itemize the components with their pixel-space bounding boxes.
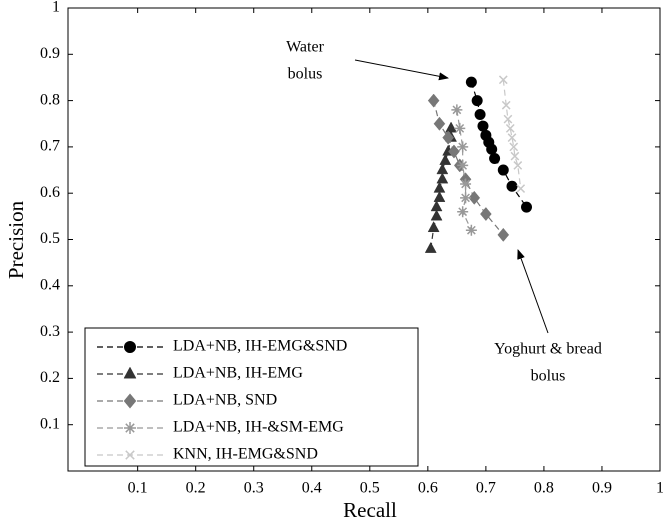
data-point bbox=[457, 159, 469, 171]
data-point bbox=[451, 104, 463, 116]
data-point bbox=[448, 144, 460, 159]
legend-label: LDA+NB, IH-EMG bbox=[173, 365, 303, 382]
legend-label: LDA+NB, SND bbox=[173, 392, 277, 409]
data-point bbox=[516, 184, 526, 193]
y-tick-label: 0.8 bbox=[40, 91, 60, 108]
y-tick-label: 0.5 bbox=[40, 230, 60, 247]
data-point bbox=[457, 206, 469, 218]
data-point bbox=[433, 190, 446, 202]
x-tick-label: 0.3 bbox=[244, 480, 264, 497]
data-point bbox=[521, 201, 533, 213]
data-point bbox=[454, 122, 466, 134]
data-point bbox=[436, 163, 449, 175]
data-point bbox=[457, 141, 469, 153]
y-axis-label: Precision bbox=[4, 200, 28, 279]
data-point bbox=[430, 209, 443, 221]
data-point bbox=[445, 121, 457, 133]
data-point bbox=[489, 152, 501, 164]
x-tick-label: 0.2 bbox=[186, 480, 206, 497]
data-point bbox=[486, 143, 498, 155]
data-point bbox=[510, 151, 520, 161]
data-point bbox=[480, 207, 492, 222]
data-point bbox=[477, 120, 489, 132]
data-point bbox=[424, 241, 437, 253]
y-tick-label: 0.4 bbox=[40, 276, 60, 293]
y-tick-label: 0.3 bbox=[40, 323, 60, 340]
y-tick-label: 0.2 bbox=[40, 369, 60, 386]
legend-label: LDA+NB, IH-&SM-EMG bbox=[173, 419, 344, 436]
legend-label: LDA+NB, IH-EMG&SND bbox=[173, 338, 347, 355]
data-point bbox=[497, 227, 510, 242]
data-point bbox=[430, 200, 443, 212]
data-point bbox=[505, 123, 515, 133]
marker bbox=[123, 366, 137, 379]
x-tick-label: 0.4 bbox=[302, 480, 322, 497]
marker bbox=[124, 341, 136, 353]
data-point bbox=[465, 224, 477, 236]
x-tick-label: 0.7 bbox=[476, 480, 496, 497]
x-tick-label: 0.9 bbox=[592, 480, 612, 497]
data-point bbox=[506, 180, 518, 192]
annotation-arrow bbox=[517, 249, 549, 334]
data-point bbox=[436, 172, 449, 184]
legend-label: KNN, IH-EMG&SND bbox=[173, 446, 318, 463]
data-point bbox=[471, 95, 483, 107]
data-point bbox=[427, 221, 440, 233]
data-point bbox=[465, 76, 477, 88]
data-point bbox=[474, 108, 486, 120]
annotation: Water bbox=[286, 39, 324, 56]
y-tick-label: 0.9 bbox=[40, 45, 60, 62]
x-tick-label: 0.6 bbox=[418, 480, 438, 497]
data-point bbox=[442, 130, 454, 145]
data-point bbox=[497, 164, 509, 176]
x-tick-label: 1 bbox=[656, 480, 663, 497]
data-point bbox=[468, 190, 481, 205]
x-tick-label: 0.1 bbox=[128, 480, 148, 497]
y-tick-label: 0.6 bbox=[40, 184, 60, 201]
data-point bbox=[433, 116, 446, 131]
y-tick-label: 1 bbox=[52, 0, 60, 16]
x-axis-label: Recall bbox=[343, 498, 397, 522]
data-point bbox=[498, 75, 508, 85]
series-line bbox=[502, 79, 522, 189]
data-point bbox=[427, 93, 440, 108]
data-point bbox=[433, 181, 446, 193]
annotation: bolus bbox=[288, 66, 323, 83]
annotation: bolus bbox=[531, 368, 566, 385]
legend-box bbox=[84, 327, 419, 467]
data-point bbox=[460, 178, 472, 190]
x-tick-label: 0.5 bbox=[360, 480, 380, 497]
marker bbox=[125, 450, 135, 460]
y-tick-label: 0.1 bbox=[40, 415, 60, 432]
data-point bbox=[439, 153, 452, 165]
annotation: Yoghurt & bread bbox=[494, 341, 602, 358]
data-point bbox=[460, 192, 472, 204]
marker bbox=[123, 393, 137, 409]
data-point bbox=[503, 114, 513, 124]
y-tick-label: 0.7 bbox=[40, 138, 60, 155]
data-point bbox=[501, 100, 511, 110]
annotation-arrow bbox=[354, 59, 449, 81]
data-point bbox=[513, 161, 523, 170]
data-point bbox=[509, 142, 519, 152]
x-tick-label: 0.8 bbox=[534, 480, 554, 497]
data-point bbox=[507, 133, 517, 143]
marker bbox=[124, 422, 136, 434]
